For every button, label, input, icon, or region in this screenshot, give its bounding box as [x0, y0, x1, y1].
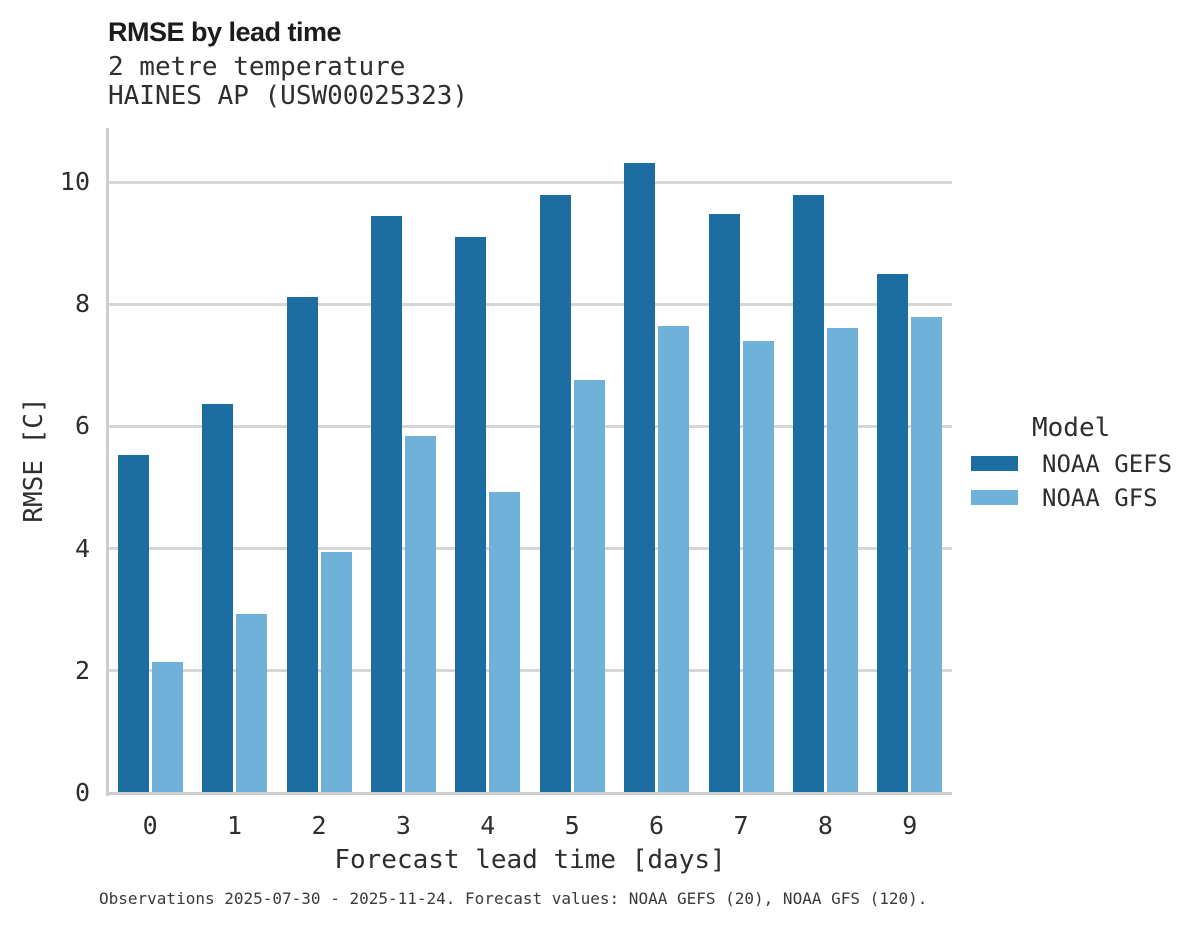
bar-noaa-gfs-day-9 [911, 317, 943, 793]
y-tick-label-2: 2 [74, 655, 90, 685]
bar-noaa-gfs-day-1 [236, 613, 268, 793]
bar-noaa-gfs-day-8 [826, 328, 858, 793]
x-axis-title: Forecast lead time [days] [334, 845, 726, 875]
bar-noaa-gefs-day-3 [370, 215, 402, 793]
gridline-y-2 [108, 669, 952, 673]
bar-noaa-gefs-day-4 [455, 236, 487, 793]
x-tick-label-7: 7 [733, 811, 749, 840]
legend-title: Model [1032, 413, 1111, 443]
y-tick-label-6: 6 [74, 411, 90, 441]
y-tick-label-4: 4 [74, 533, 90, 563]
bar-noaa-gefs-day-9 [877, 273, 909, 793]
x-axis-spine [106, 792, 952, 795]
bar-noaa-gefs-day-7 [708, 214, 740, 793]
bar-noaa-gfs-day-2 [320, 552, 352, 793]
bar-noaa-gefs-day-5 [539, 194, 571, 793]
y-axis-spine [106, 128, 109, 796]
gridline-y-4 [108, 547, 952, 551]
bar-noaa-gfs-day-5 [573, 379, 605, 793]
x-tick-label-6: 6 [649, 811, 665, 840]
y-tick-label-0: 0 [74, 778, 90, 807]
legend-item-noaa-gfs: NOAA GFS [971, 484, 1158, 512]
legend-label-noaa-gfs: NOAA GFS [1042, 483, 1158, 512]
bar-noaa-gfs-day-3 [404, 436, 436, 793]
bar-noaa-gfs-day-7 [742, 340, 774, 793]
gridline-y-10 [108, 180, 952, 184]
x-tick-label-1: 1 [227, 811, 243, 840]
bar-noaa-gfs-day-6 [658, 326, 690, 793]
bar-noaa-gefs-day-8 [792, 195, 824, 793]
legend-swatch-noaa-gfs [971, 490, 1018, 505]
x-tick-label-5: 5 [564, 811, 580, 840]
y-axis-title: RMSE [C] [19, 397, 49, 523]
bar-noaa-gefs-day-6 [624, 163, 656, 793]
x-tick-label-2: 2 [311, 811, 327, 840]
bar-noaa-gefs-day-1 [202, 403, 234, 793]
x-tick-label-4: 4 [480, 811, 496, 840]
y-tick-label-8: 8 [74, 289, 90, 319]
chart-subtitle-variable: 2 metre temperature [108, 52, 406, 82]
bar-noaa-gfs-day-0 [151, 661, 183, 793]
y-tick-label-10: 10 [59, 167, 90, 196]
bar-noaa-gefs-day-0 [117, 454, 149, 793]
chart-caption: Observations 2025-07-30 - 2025-11-24. Fo… [99, 889, 928, 908]
x-tick-label-3: 3 [395, 811, 411, 840]
bar-noaa-gfs-day-4 [489, 491, 521, 793]
legend-item-noaa-gefs: NOAA GEFS [971, 450, 1172, 478]
legend-swatch-noaa-gefs [971, 456, 1018, 471]
x-tick-label-9: 9 [902, 811, 918, 840]
legend-label-noaa-gefs: NOAA GEFS [1042, 449, 1173, 478]
x-tick-label-8: 8 [817, 811, 833, 840]
chart-subtitle-station: HAINES AP (USW00025323) [108, 81, 469, 111]
x-tick-label-0: 0 [142, 811, 158, 840]
bar-noaa-gefs-day-2 [286, 297, 318, 793]
gridline-y-6 [108, 424, 952, 428]
gridline-y-8 [108, 302, 952, 306]
chart-title: RMSE by lead time [108, 17, 342, 47]
